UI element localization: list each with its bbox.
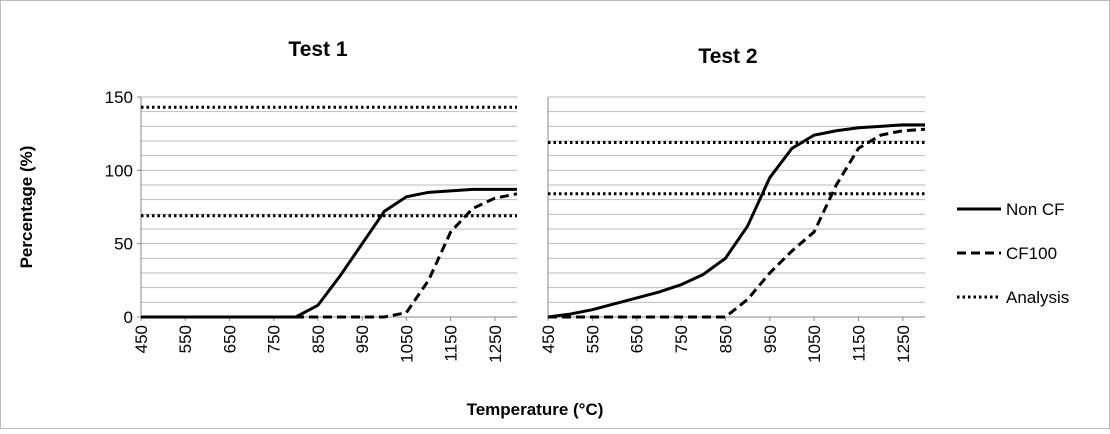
y-tick-label: 100 [105,161,133,180]
panel-title: Test 2 [698,45,757,68]
panel-title: Test 1 [288,38,347,61]
y-axis-label: Percentage (%) [17,146,36,269]
x-axis-label: Temperature (°C) [467,400,604,419]
x-tick-label: 1050 [805,325,824,363]
x-tick-label: 1050 [397,325,416,363]
x-tick-label: 450 [539,325,558,353]
x-tick-label: 1150 [442,325,461,362]
x-tick-label: 550 [583,325,602,353]
x-tick-label: 650 [220,325,239,353]
legend-label: Non CF [1006,200,1065,219]
x-tick-label: 550 [176,325,195,353]
x-tick-label: 1250 [894,325,913,363]
legend-label: CF100 [1006,244,1057,263]
x-tick-label: 1150 [849,325,868,362]
x-tick-label: 450 [132,325,151,353]
x-tick-label: 750 [265,325,284,353]
x-tick-label: 650 [628,325,647,353]
x-tick-label: 1250 [486,325,505,363]
x-tick-label: 750 [672,325,691,353]
series-line [141,192,518,319]
y-tick-label: 50 [114,235,133,254]
series-line [547,123,925,319]
series-line [548,127,926,319]
x-tick-label: 950 [761,325,780,353]
x-tick-label: 850 [309,325,328,353]
x-tick-label: 850 [716,325,735,353]
y-tick-label: 0 [124,308,133,327]
legend-label: Analysis [1006,288,1069,307]
x-tick-label: 950 [353,325,372,353]
y-tick-label: 150 [105,88,133,107]
